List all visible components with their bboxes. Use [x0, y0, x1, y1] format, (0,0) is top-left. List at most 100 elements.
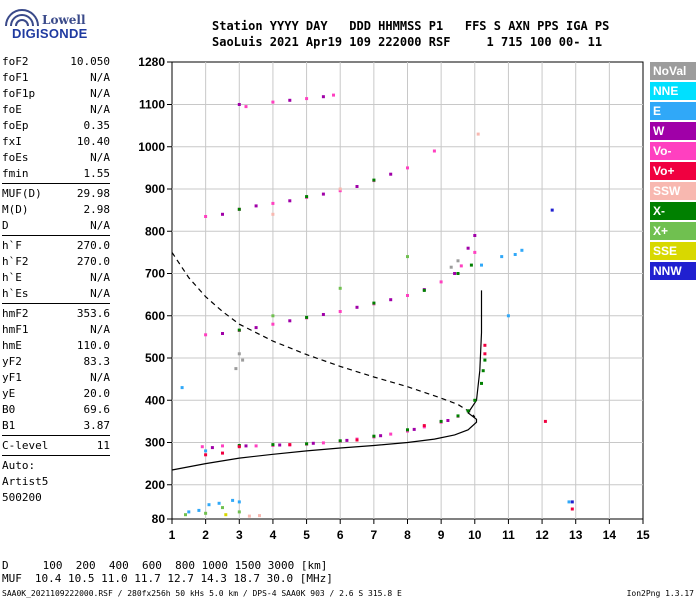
- echo-point-vo-: [244, 105, 248, 109]
- profile-curve-true-height: [171, 290, 483, 471]
- echo-point-vo-: [288, 443, 292, 447]
- param-name: yF1: [2, 371, 22, 384]
- param-row-fof2: foF2 10.050: [2, 54, 110, 70]
- y-tick-label: 900: [145, 182, 165, 196]
- echo-point-x-: [305, 195, 309, 199]
- param-name: hmE: [2, 339, 22, 352]
- param-value: 0.35: [83, 119, 111, 132]
- echo-point-e: [204, 449, 208, 453]
- param-separator: [2, 235, 110, 236]
- legend-item-nnw: NNW: [650, 262, 696, 280]
- echo-point-nnw: [550, 208, 554, 212]
- logo-arcs-icon: [5, 9, 39, 27]
- version-label: Ion2Png 1.3.17: [626, 589, 694, 598]
- param-value: 2.98: [83, 203, 111, 216]
- param-name: foF2: [2, 55, 29, 68]
- echo-point-w: [210, 446, 214, 450]
- auto-name: Artist5: [2, 475, 49, 488]
- echo-point-w: [345, 438, 349, 442]
- echo-point-x-: [456, 414, 460, 418]
- legend-item-noval: NoVal: [650, 62, 696, 80]
- echo-point-x-: [473, 398, 477, 402]
- param-value: N/A: [90, 271, 110, 284]
- param-value: 10.050: [70, 55, 110, 68]
- file-info-footer: SAA0K_2021109222000.RSF / 280fx256h 50 k…: [2, 589, 402, 598]
- param-row-fxi: fxI 10.40: [2, 134, 110, 150]
- ionogram-chart: 1 2 3 4 5 6 7 8 9 10 11 12 13 14 158020030040050060070…: [138, 55, 650, 542]
- echo-point-noval: [234, 367, 238, 371]
- y-tick-label: 300: [145, 436, 165, 450]
- echo-point-vo-: [355, 438, 359, 442]
- x-tick-label: 3: [236, 528, 243, 542]
- echo-point-vo-: [406, 294, 409, 297]
- param-name: h`F: [2, 239, 22, 252]
- echo-point-x-: [237, 207, 241, 211]
- echo-point-vo-: [338, 189, 342, 193]
- param-value: N/A: [90, 219, 110, 232]
- echo-point-vo-: [271, 201, 275, 205]
- echo-point-vo-: [254, 444, 258, 448]
- echo-point-x-: [406, 255, 409, 259]
- echo-point-x-: [483, 358, 487, 362]
- echo-point-x-: [271, 314, 275, 318]
- param-name: M(D): [2, 203, 29, 216]
- param-name: h`E: [2, 271, 22, 284]
- header-values: SaoLuis 2021 Apr19 109 222000 RSF 1 715 …: [212, 35, 603, 49]
- x-tick-label: 4: [270, 528, 277, 542]
- param-row-foe: foE N/A: [2, 102, 110, 118]
- y-tick-label: 200: [145, 478, 165, 492]
- echo-point-vo-: [204, 453, 208, 457]
- param-value: 11: [96, 439, 110, 452]
- x-tick-label: 2: [202, 528, 209, 542]
- x-tick-label: 8: [404, 528, 411, 542]
- echo-point-x-: [372, 178, 376, 182]
- echo-point-x-: [456, 272, 460, 275]
- echo-point-vo-: [483, 352, 487, 356]
- echo-point-e: [180, 386, 184, 390]
- echo-point-w: [237, 103, 241, 106]
- param-row-hmf1: hmF1 N/A: [2, 322, 110, 338]
- distance-label: D: [2, 559, 9, 572]
- param-separator: [2, 435, 110, 436]
- echo-point-vo-: [338, 310, 342, 313]
- echo-point-x-: [271, 443, 275, 447]
- param-row-hme: hmE 110.0: [2, 338, 110, 354]
- param-value: 69.6: [83, 403, 111, 416]
- station-header: Station YYYY DAY DDD HHMMSS P1 FFS S AXN…: [212, 18, 609, 50]
- echo-point-w: [446, 419, 450, 422]
- param-value: 20.0: [83, 387, 111, 400]
- muf-label: MUF: [2, 572, 22, 585]
- x-tick-label: 11: [502, 528, 515, 542]
- y-tick-label: 500: [145, 351, 165, 365]
- x-tick-label: 13: [569, 528, 583, 542]
- echo-point-vo-: [200, 445, 204, 449]
- echo-point-vo-: [305, 97, 309, 101]
- echo-point-vo-: [237, 445, 241, 449]
- echo-point-x-: [480, 381, 483, 385]
- x-tick-label: 15: [636, 528, 650, 542]
- param-name: D: [2, 219, 9, 232]
- param-value: 1.55: [83, 167, 111, 180]
- echo-point-x-: [237, 510, 241, 514]
- param-row-h-f2: h`F2 270.0: [2, 254, 110, 270]
- y-tick-label: 80: [152, 512, 166, 526]
- legend-item-x-: X+: [650, 222, 696, 240]
- param-separator: [2, 183, 110, 184]
- echo-point-w: [466, 246, 470, 250]
- legend-item-x-: X-: [650, 202, 696, 220]
- y-tick-label: 800: [145, 224, 165, 238]
- param-row-fmin: fmin 1.55: [2, 166, 110, 182]
- echo-point-noval: [449, 265, 453, 269]
- y-tick-label: 1280: [138, 55, 165, 69]
- y-tick-label: 600: [145, 309, 165, 323]
- echo-point-vo-: [221, 451, 224, 455]
- echo-point-x-: [338, 439, 342, 443]
- echo-point-x-: [184, 513, 187, 517]
- echo-point-x-: [305, 442, 309, 446]
- echo-point-x-: [204, 511, 208, 515]
- param-row-h-f: h`F 270.0: [2, 238, 110, 254]
- echo-point-ssw: [247, 514, 251, 518]
- param-value: 10.40: [76, 135, 110, 148]
- echo-point-vo-: [432, 149, 436, 153]
- legend-item-sse: SSE: [650, 242, 696, 260]
